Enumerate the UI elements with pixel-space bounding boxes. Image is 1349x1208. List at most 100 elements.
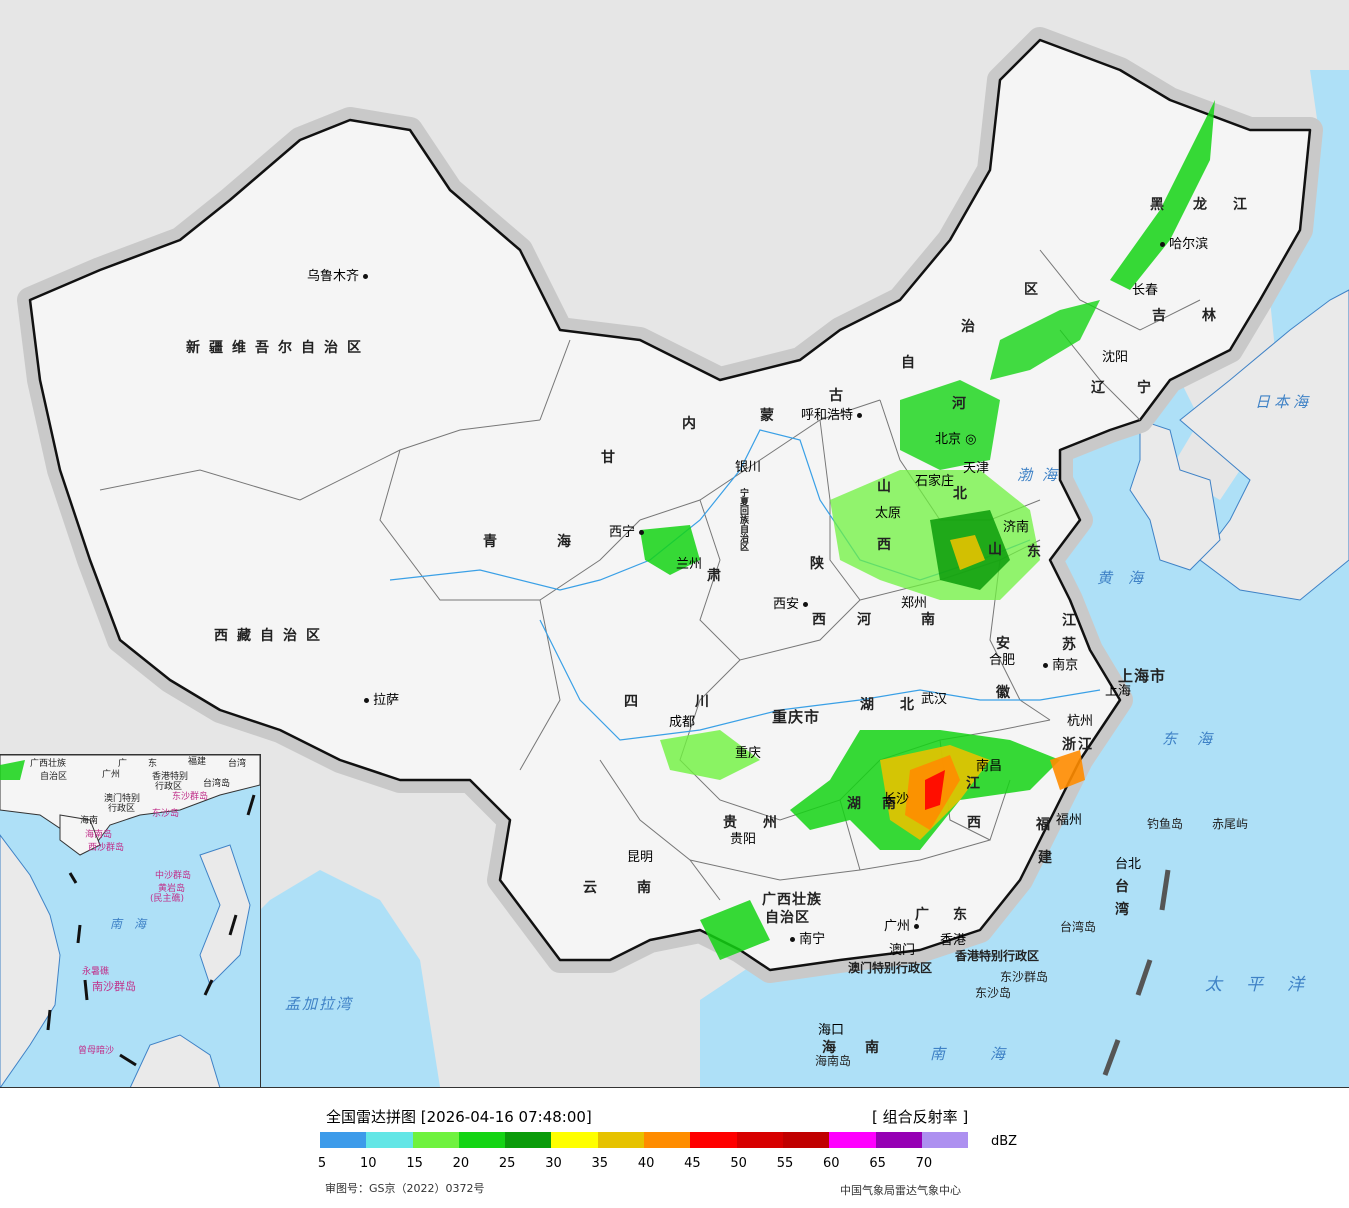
legend-swatch (921, 1132, 969, 1148)
city-marker-icon (914, 924, 920, 929)
city-nanning[interactable]: 南宁 (790, 933, 825, 946)
south-china-sea-inset[interactable]: 广西壮族 自治区 广 东 广州 福建 台湾 台湾岛 香港特别 行政区 澳门特别 … (0, 754, 261, 1087)
province-fujian: 福 (1036, 817, 1059, 833)
city-xining[interactable]: 西宁 (609, 526, 645, 539)
province-shanghai: 上海市 (1118, 667, 1167, 685)
province-jiangsu-2: 苏 (1062, 637, 1085, 653)
city-nanjing[interactable]: 南京 (1043, 659, 1078, 672)
city-taiyuan[interactable]: 太原 (875, 506, 902, 521)
inset-label-fujian: 福建 (188, 757, 207, 767)
province-jilin: 吉林 (1152, 308, 1252, 324)
island-hainan: 海南岛 (815, 1054, 852, 1068)
inset-label-macau-2: 行政区 (108, 804, 136, 814)
radar-echoes (640, 100, 1215, 960)
inset-label-macau: 澳门特别 (104, 794, 141, 804)
province-shanxi-2: 西 (877, 537, 900, 553)
city-haikou[interactable]: 海口 (818, 1023, 845, 1038)
city-harbin[interactable]: 哈尔滨 (1160, 238, 1208, 251)
inset-label-hainan: 海南 (80, 816, 99, 826)
legend-swatch (597, 1132, 645, 1148)
city-lhasa[interactable]: 拉萨 (364, 694, 399, 707)
legend-tick-label: 25 (498, 1156, 516, 1171)
province-ningxia: 宁夏回族自治区 (738, 488, 748, 551)
legend-tick-label: 20 (452, 1156, 470, 1171)
city-marker-icon (364, 698, 369, 703)
sea-huanghai: 黄海 (1097, 569, 1160, 587)
city-shenyang[interactable]: 沈阳 (1102, 350, 1129, 365)
city-marker-icon (790, 937, 795, 942)
city-shanghai[interactable]: 上海 (1105, 684, 1132, 699)
city-lanzhou[interactable]: 兰州 (676, 557, 703, 572)
inset-canvas (0, 755, 260, 1087)
province-sichuan: 四 (624, 694, 647, 710)
province-guangxi-2: 自治区 (765, 910, 810, 926)
sea-bohai: 渤海 (1017, 466, 1068, 484)
city-tianjin[interactable]: 天津 (963, 461, 990, 476)
province-shandong-2: 东 (1027, 544, 1050, 560)
province-hunan-2: 南 (882, 796, 905, 812)
capital-star-icon: ◎ (965, 432, 977, 447)
city-xian[interactable]: 西安 (773, 598, 809, 611)
city-yinchuan[interactable]: 银川 (735, 460, 762, 475)
legend-swatch (366, 1132, 413, 1148)
inset-label-guangdong: 广 (118, 759, 128, 769)
legend-tick-label: 45 (684, 1156, 701, 1171)
inset-label-yongshu: 永暑礁 (82, 967, 110, 977)
province-shaanxi-2: 西 (812, 612, 835, 628)
city-guiyang[interactable]: 贵阳 (730, 832, 757, 847)
city-hongkong[interactable]: 香港 (940, 933, 967, 948)
province-neimenggu-3: 古 (829, 388, 852, 404)
legend-product: [ 组合反射率 ] (872, 1108, 969, 1126)
city-chongqing[interactable]: 重庆 (735, 746, 762, 761)
province-zhejiang: 浙江 (1062, 737, 1094, 753)
city-shijiazhuang[interactable]: 石家庄 (915, 474, 955, 489)
province-xizang: 西藏自治区 (214, 628, 329, 644)
province-yunnan-2: 南 (637, 880, 660, 896)
sea-pacific: 太平洋 (1205, 975, 1328, 995)
city-hefei[interactable]: 合肥 (989, 653, 1016, 668)
legend-tick-label: 5 (317, 1156, 327, 1171)
inset-label-guangdong-2: 东 (148, 759, 158, 769)
province-shanxi: 山 (877, 479, 900, 495)
city-marker-icon (857, 413, 863, 418)
city-hangzhou[interactable]: 杭州 (1067, 714, 1094, 729)
legend-tick-label: 40 (637, 1156, 655, 1171)
province-neimenggu: 内 (682, 416, 705, 432)
legend-swatch (736, 1132, 783, 1148)
inset-label-guangxi: 广西壮族 (30, 759, 67, 769)
province-qinghai: 青海 (483, 534, 631, 550)
city-jinan[interactable]: 济南 (1003, 520, 1030, 535)
province-hunan: 湖 (847, 796, 870, 812)
legend-unit: dBZ (991, 1134, 1018, 1149)
city-taipei[interactable]: 台北 (1115, 857, 1142, 872)
province-heilongjiang-3: 江 (1233, 197, 1256, 213)
city-zhengzhou[interactable]: 郑州 (901, 596, 928, 611)
city-urumqi[interactable]: 乌鲁木齐 (307, 270, 369, 283)
province-guangdong: 广东 (915, 907, 991, 923)
island-dongsha-dao: 东沙岛 (975, 986, 1012, 1000)
city-chengdu[interactable]: 成都 (669, 715, 696, 730)
inset-label-huangyan-2: (民主礁) (150, 894, 185, 904)
province-neimenggu-5: 治 (961, 319, 984, 335)
inset-label-guangzhou: 广州 (102, 770, 121, 780)
city-wuhan[interactable]: 武汉 (921, 692, 948, 707)
city-changchun[interactable]: 长春 (1132, 283, 1159, 298)
province-fujian-2: 建 (1038, 850, 1061, 866)
city-kunming[interactable]: 昆明 (627, 850, 654, 865)
province-neimenggu-6: 区 (1024, 282, 1047, 298)
city-beijing[interactable]: 北京 ◎ (935, 432, 977, 447)
city-marker-icon (639, 530, 645, 535)
city-macau[interactable]: 澳门 (889, 943, 916, 958)
city-hohhot[interactable]: 呼和浩特 (801, 409, 863, 422)
inset-label-hk-2: 行政区 (155, 782, 183, 792)
legend-swatch (412, 1132, 459, 1148)
city-changsha[interactable]: 长沙 (883, 792, 910, 807)
province-gansu-2: 肃 (707, 568, 730, 584)
city-guangzhou[interactable]: 广州 (884, 920, 920, 933)
radar-map[interactable]: 新疆维吾尔自治区 西藏自治区 青海 甘 肃 内 蒙 古 自 治 区 宁夏回族自治… (0, 0, 1349, 1088)
inset-label-hk: 香港特别 (152, 772, 189, 782)
province-anhui-2: 徽 (996, 685, 1019, 701)
city-nanchang[interactable]: 南昌 (976, 759, 1003, 774)
city-fuzhou[interactable]: 福州 (1056, 813, 1083, 828)
legend-tick-label: 65 (869, 1156, 886, 1171)
